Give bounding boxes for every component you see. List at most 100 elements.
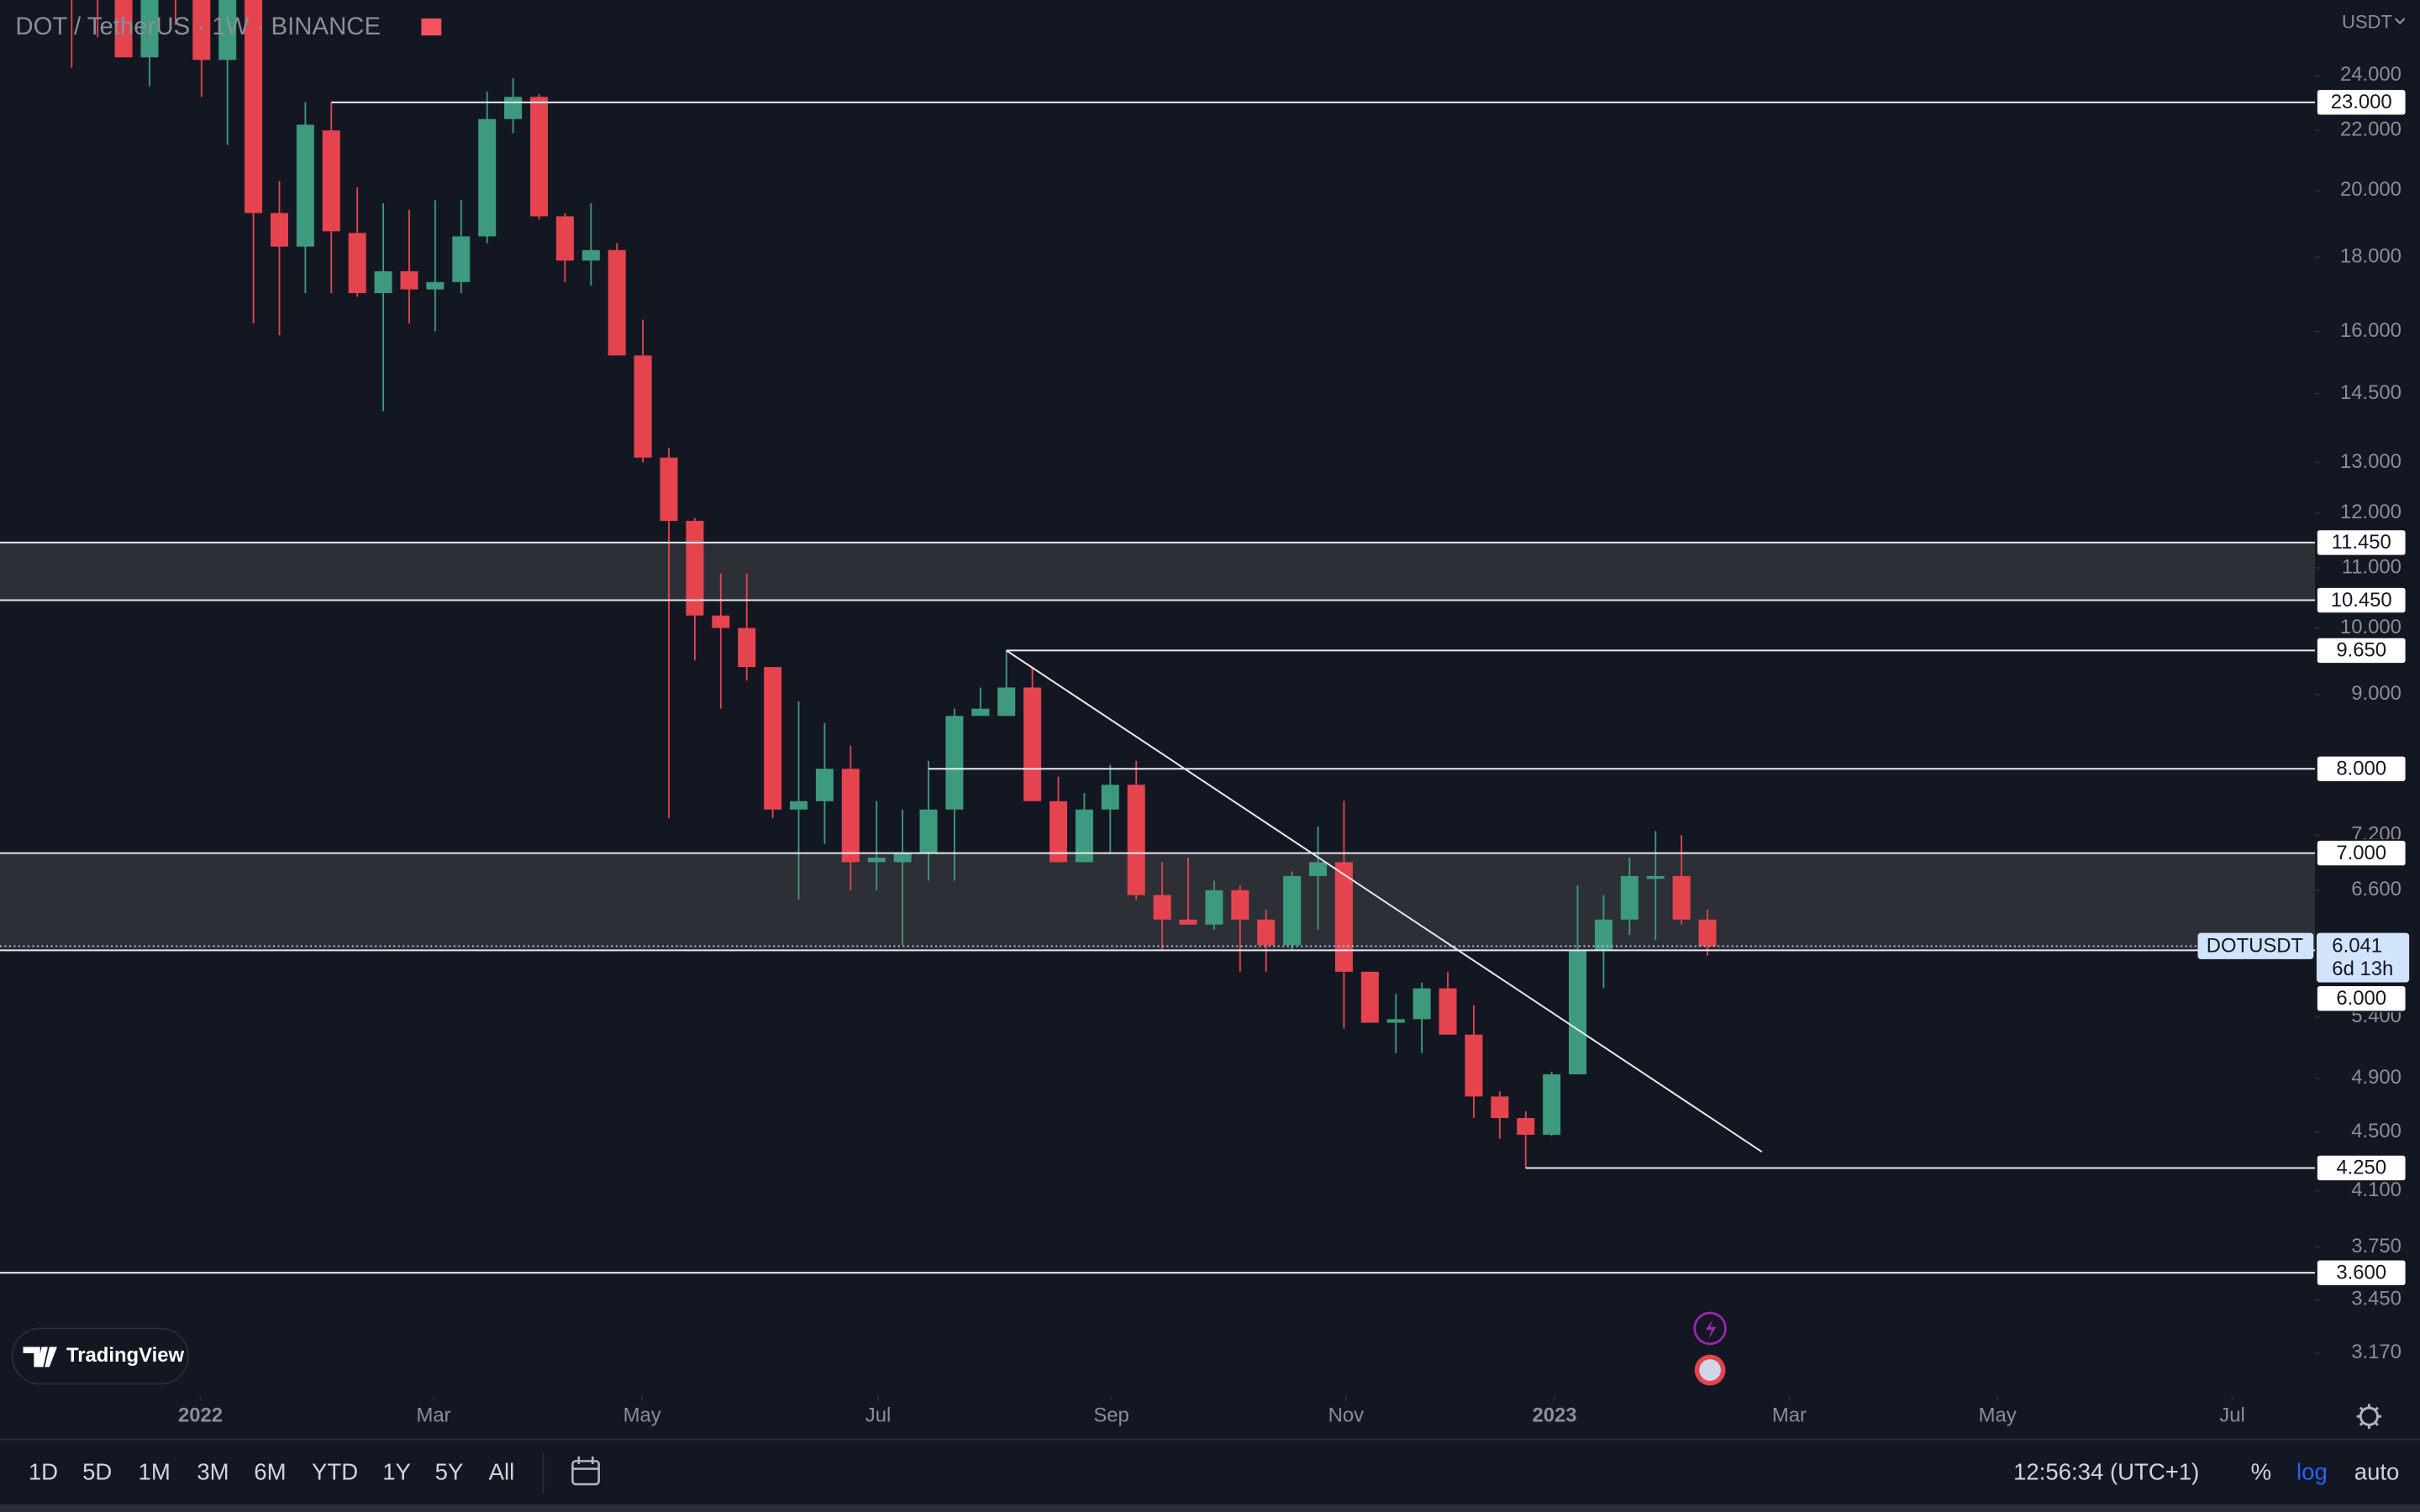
x-tick-label: Jul bbox=[2219, 1404, 2245, 1426]
log-toggle[interactable]: log bbox=[2296, 1458, 2328, 1484]
candle-body bbox=[919, 809, 938, 853]
y-tick-label: 24.000 bbox=[2340, 63, 2402, 86]
range-button[interactable]: 1M bbox=[139, 1458, 171, 1484]
y-tick-label: 13.000 bbox=[2340, 450, 2402, 473]
candle-body bbox=[1050, 801, 1068, 863]
y-tick-label: 11.000 bbox=[2342, 555, 2402, 578]
logo-badge bbox=[11, 1327, 189, 1385]
toolbar: 1D 5D 1M 3M 6M YTD 1Y 5Y All 12:56:34 (UTC+1)% log… bbox=[29, 1458, 2400, 1484]
y-tick-label: 20.000 bbox=[2340, 178, 2402, 201]
flag-icon[interactable] bbox=[421, 18, 442, 36]
auto-toggle[interactable]: auto bbox=[2354, 1458, 2400, 1484]
candle-body bbox=[140, 0, 159, 58]
range-button[interactable]: 6M bbox=[254, 1458, 286, 1484]
candle-body bbox=[1257, 919, 1276, 946]
countdown-label: 6d 13h bbox=[2332, 958, 2393, 980]
event-bolt bbox=[1705, 1319, 1717, 1340]
range-button[interactable]: 3M bbox=[197, 1458, 229, 1484]
candle-body bbox=[400, 270, 418, 290]
currency-menu[interactable]: USDT bbox=[2342, 11, 2392, 32]
range-button[interactable]: 1D bbox=[29, 1458, 58, 1484]
y-tick-label: 10.000 bbox=[2340, 616, 2402, 638]
percent-toggle[interactable]: % bbox=[2251, 1458, 2272, 1484]
candle-body bbox=[322, 130, 340, 232]
symbol-title: DOT / TetherUS · 1W · BINANCE bbox=[15, 13, 381, 40]
candle-body bbox=[634, 355, 652, 458]
range-button[interactable]: 5D bbox=[82, 1458, 112, 1484]
level-label: 9.650 bbox=[2336, 639, 2386, 662]
candle-body bbox=[764, 667, 782, 810]
candle-body bbox=[218, 0, 237, 60]
last-price-label: 6.041 bbox=[2332, 935, 2382, 958]
level-label: 11.450 bbox=[2332, 531, 2391, 554]
level-label: 8.000 bbox=[2336, 757, 2386, 780]
candle-body bbox=[478, 118, 497, 237]
level-label-box bbox=[2316, 1258, 2407, 1287]
x-tick-label: Sep bbox=[1093, 1404, 1128, 1426]
candle-body bbox=[1283, 875, 1302, 946]
candle-body bbox=[1491, 1096, 1509, 1119]
x-tick-label: 2023 bbox=[1532, 1404, 1576, 1426]
logo[interactable]: TradingView bbox=[11, 1327, 189, 1385]
candle-body bbox=[1179, 919, 1197, 925]
candle-body bbox=[686, 521, 704, 616]
candle-body bbox=[270, 213, 288, 247]
candle-body bbox=[348, 233, 366, 293]
candle-body bbox=[1672, 875, 1691, 920]
candle-body bbox=[1205, 890, 1223, 925]
range-button[interactable]: 5Y bbox=[435, 1458, 464, 1484]
candle-body bbox=[893, 853, 912, 863]
candle-body bbox=[1075, 809, 1093, 863]
level-label-box bbox=[2316, 1153, 2407, 1183]
y-tick-label: 9.000 bbox=[2351, 682, 2402, 705]
candle-body bbox=[815, 769, 834, 801]
range-button[interactable]: All bbox=[489, 1458, 515, 1484]
x-tick-label: Nov bbox=[1328, 1404, 1365, 1426]
y-tick-label: 18.000 bbox=[2340, 244, 2402, 267]
range-button[interactable]: YTD bbox=[312, 1458, 358, 1484]
settings-gear[interactable] bbox=[2356, 1404, 2382, 1429]
date-range-button[interactable] bbox=[571, 1456, 600, 1486]
event-icons bbox=[1693, 1311, 1727, 1386]
x-tick-label: May bbox=[623, 1404, 661, 1426]
last-price-box bbox=[2316, 932, 2410, 983]
plot-area bbox=[0, 0, 2316, 1274]
calendar-lines bbox=[572, 1456, 599, 1470]
level-label: 23.000 bbox=[2331, 91, 2392, 113]
logo-text: TradingView bbox=[66, 1344, 185, 1367]
candle-body bbox=[1360, 971, 1379, 1023]
y-tick-label: 6.600 bbox=[2351, 878, 2402, 900]
level-label-box bbox=[2316, 754, 2407, 783]
candle-body bbox=[426, 281, 445, 290]
x-tick-label: 2022 bbox=[178, 1404, 223, 1426]
level-label-box bbox=[2316, 636, 2407, 664]
y-tick-label: 4.900 bbox=[2351, 1066, 2402, 1089]
candle-body bbox=[789, 801, 808, 810]
candle-body bbox=[841, 769, 860, 863]
price-axis: 24.000 22.000 20.000 18.000 16.000 14.500 13.0… bbox=[2197, 63, 2410, 1363]
candle-body bbox=[1101, 785, 1119, 810]
candle-body bbox=[1153, 895, 1171, 920]
candle-body bbox=[581, 249, 600, 261]
zone bbox=[0, 542, 2316, 601]
x-tick-label: May bbox=[1979, 1404, 2017, 1426]
symbol-tag-box bbox=[2197, 932, 2314, 959]
x-tick-label: Mar bbox=[416, 1404, 450, 1426]
y-tick-label: 14.500 bbox=[2340, 381, 2402, 404]
candle-body bbox=[1413, 988, 1431, 1020]
symbol-tag: DOTUSDT bbox=[2207, 935, 2304, 958]
calendar-icon bbox=[571, 1460, 600, 1486]
level-label-box bbox=[2316, 586, 2407, 615]
candle-body bbox=[504, 97, 523, 119]
y-tick-label: 16.000 bbox=[2340, 319, 2402, 342]
y-tick-label: 12.000 bbox=[2340, 501, 2402, 523]
level-label-box bbox=[2316, 528, 2407, 557]
candle-body bbox=[1517, 1118, 1535, 1135]
range-button[interactable]: 1Y bbox=[382, 1458, 411, 1484]
candle-body bbox=[1620, 875, 1639, 920]
candle-body bbox=[1386, 1019, 1405, 1023]
level-label: 3.600 bbox=[2336, 1261, 2386, 1284]
candle-body bbox=[1698, 919, 1717, 947]
